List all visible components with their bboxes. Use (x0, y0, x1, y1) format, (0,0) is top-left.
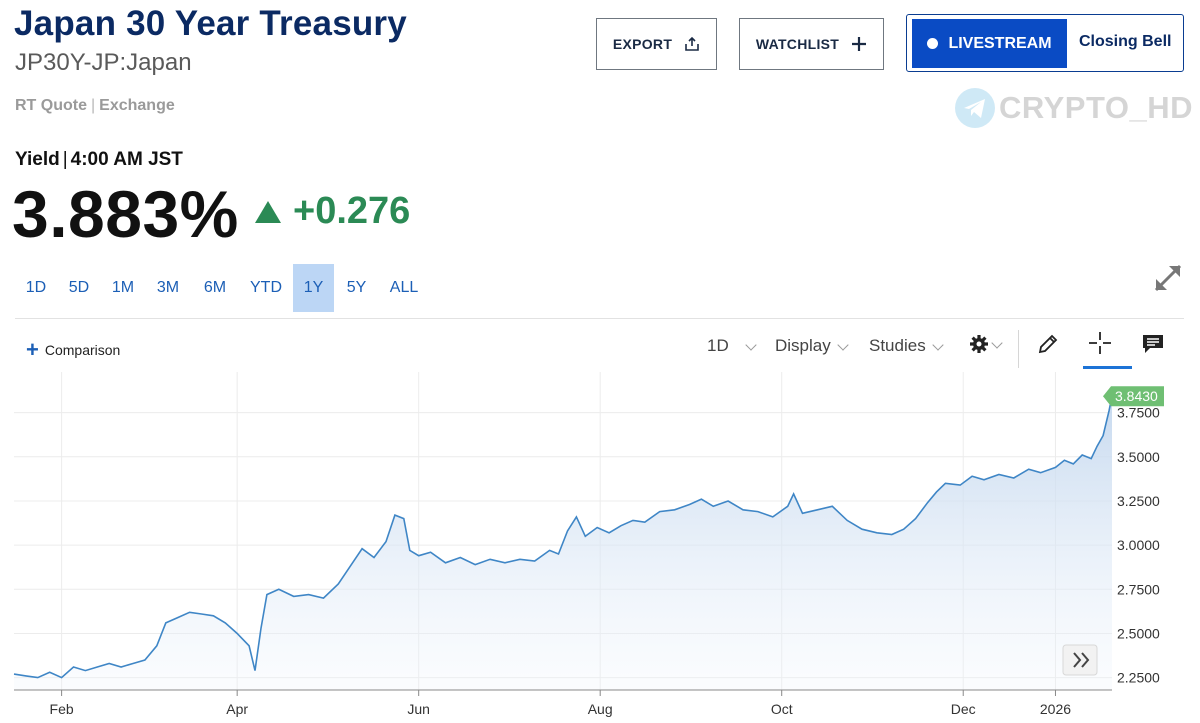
up-arrow-icon (255, 200, 281, 223)
scroll-forward-button[interactable] (1062, 644, 1098, 676)
tab-1d[interactable]: 1D (25, 279, 47, 296)
interval-label: 1D (707, 336, 729, 355)
double-chevron-right-icon (1073, 652, 1090, 668)
expand-icon[interactable] (1152, 262, 1184, 294)
x-tick-label: Aug (588, 701, 613, 717)
display-label: Display (775, 336, 831, 355)
tab-ytd[interactable]: YTD (250, 279, 282, 296)
symbol-subtitle: JP30Y-JP:Japan (15, 49, 192, 76)
closing-bell-link[interactable]: Closing Bell (1079, 33, 1172, 50)
yield-value: 3.883% (12, 177, 239, 251)
y-tick-label: 3.7500 (1117, 405, 1160, 421)
comparison-label: Comparison (44, 342, 121, 358)
separator: | (91, 97, 96, 114)
y-tick-label: 2.5000 (1117, 625, 1160, 641)
tab-all[interactable]: ALL (389, 279, 419, 296)
x-tick-label: Apr (226, 701, 248, 717)
y-tick-label: 3.2500 (1117, 493, 1160, 509)
last-price-tag (1103, 386, 1164, 407)
chevron-down-icon (932, 338, 944, 351)
pencil-icon[interactable] (1036, 332, 1060, 356)
watermark: CRYPTO_HD (955, 88, 1193, 128)
y-tick-label: 3.0000 (1117, 537, 1160, 553)
yield-time-label: Yield | 4:00 AM JST (15, 149, 183, 171)
studies-label: Studies (869, 336, 926, 355)
chevron-down-icon (837, 338, 849, 351)
gear-icon (970, 335, 988, 353)
studies-dropdown[interactable]: Studies (869, 336, 944, 356)
divider (15, 318, 1184, 319)
active-tool-indicator (1083, 366, 1132, 369)
tab-5d[interactable]: 5D (68, 279, 90, 296)
quote-source: RT Quote | Exchange (15, 97, 175, 115)
interval-dropdown[interactable]: 1D (707, 336, 757, 356)
last-price-label: 3.8430 (1115, 388, 1158, 404)
tab-3m[interactable]: 3M (156, 279, 180, 296)
livestream-label: LIVESTREAM (948, 34, 1052, 52)
quote-time: 4:00 AM JST (70, 149, 183, 170)
tab-6m[interactable]: 6M (203, 279, 227, 296)
x-tick-label: Jun (407, 701, 430, 717)
tab-1m[interactable]: 1M (111, 279, 135, 296)
plus-icon: + (26, 337, 39, 362)
x-tick-label: Oct (771, 701, 793, 717)
y-tick-label: 3.5000 (1117, 449, 1160, 465)
x-tick-label: Dec (951, 701, 976, 717)
change-value: +0.276 (293, 190, 411, 232)
chevron-down-icon (991, 336, 1003, 349)
watchlist-button[interactable]: WATCHLIST (739, 18, 884, 70)
y-tick-label: 2.7500 (1117, 581, 1160, 597)
yield-line (13, 396, 1113, 679)
tab-1y[interactable]: 1Y (293, 264, 334, 312)
telegram-icon (955, 88, 995, 128)
exchange-label: Exchange (99, 97, 175, 114)
yield-label: Yield (15, 149, 60, 170)
crosshair-icon[interactable] (1088, 331, 1112, 355)
display-dropdown[interactable]: Display (775, 336, 849, 356)
range-tabs: 1D 5D 1M 3M 6M YTD 1Y 5Y ALL (15, 264, 429, 312)
page-title: Japan 30 Year Treasury (14, 4, 407, 43)
chevron-down-icon (745, 338, 757, 351)
x-tick-label: 2026 (1040, 701, 1071, 717)
toolbar-divider (1018, 330, 1019, 368)
comment-icon[interactable] (1141, 333, 1165, 355)
livestream-button[interactable]: LIVESTREAM (912, 19, 1067, 68)
export-label: EXPORT (612, 36, 673, 52)
livestream-box: LIVESTREAM Closing Bell (906, 14, 1184, 72)
tab-5y[interactable]: 5Y (346, 279, 367, 296)
change-indicator: +0.276 (255, 190, 410, 233)
x-tick-label: Feb (50, 701, 74, 717)
plus-icon (852, 37, 867, 51)
live-dot-icon (927, 38, 939, 49)
yield-chart[interactable]: Feb Apr Jun Aug Oct Dec 2026 2.2500 2.5000 2.750… (0, 372, 1200, 723)
share-icon (685, 36, 699, 51)
rt-quote-label: RT Quote (15, 97, 87, 114)
add-comparison-button[interactable]: + Comparison (26, 339, 120, 361)
separator: | (62, 149, 68, 170)
y-tick-label: 2.2500 (1117, 670, 1160, 686)
watermark-text: CRYPTO_HD (999, 90, 1193, 125)
settings-dropdown[interactable] (969, 334, 1003, 354)
export-button[interactable]: EXPORT (596, 18, 717, 70)
watchlist-label: WATCHLIST (755, 36, 840, 52)
